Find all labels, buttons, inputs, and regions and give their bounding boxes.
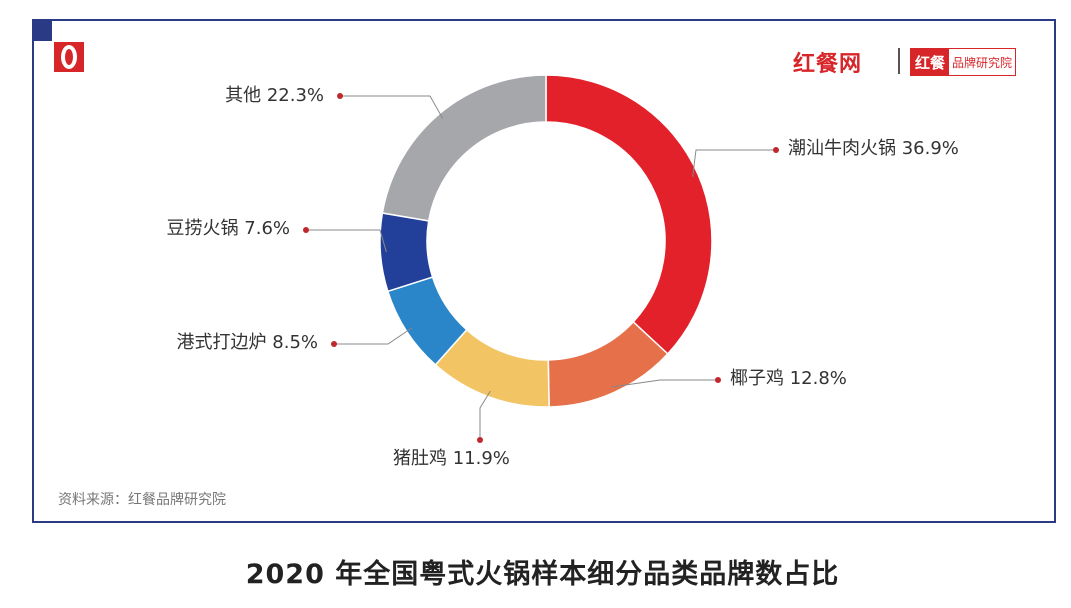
leader-line xyxy=(611,379,718,388)
badge-brand: 红餐 xyxy=(911,49,950,75)
corner-accent xyxy=(32,19,52,41)
leader-dot xyxy=(773,147,779,153)
leader-dot xyxy=(331,341,337,347)
slice-label: 豆捞火锅 7.6% xyxy=(167,218,290,239)
leader-line xyxy=(306,229,387,253)
brand-name: 红餐网 xyxy=(793,52,863,77)
leader-dot xyxy=(715,377,721,383)
badge-text: 品牌研究院 xyxy=(949,49,1016,75)
leader-dot xyxy=(477,437,483,443)
leader-line xyxy=(479,390,491,440)
slice-label: 潮汕牛肉火锅 36.9% xyxy=(788,138,959,159)
slice-label: 港式打边炉 8.5% xyxy=(177,332,318,353)
leader-line xyxy=(334,327,413,345)
chart-caption: 2020 年全国粤式火锅样本细分品类品牌数占比 xyxy=(245,559,840,590)
slice-label: 椰子鸡 12.8% xyxy=(730,368,847,389)
slice-label: 猪肚鸡 11.9% xyxy=(393,448,510,469)
donut-slice xyxy=(379,212,434,293)
donut-slice xyxy=(545,74,713,355)
donut-slice xyxy=(381,74,547,222)
leader-dot xyxy=(303,227,309,233)
research-badge: 红餐 品牌研究院 xyxy=(910,48,1017,76)
leader-line xyxy=(692,149,776,178)
leader-dot xyxy=(337,93,343,99)
slice-label: 其他 22.3% xyxy=(225,85,324,106)
leader-line xyxy=(340,95,444,119)
source-note: 资料来源：红餐品牌研究院 xyxy=(58,492,226,508)
quote-logo-icon xyxy=(54,42,84,72)
brand-divider xyxy=(898,48,900,74)
